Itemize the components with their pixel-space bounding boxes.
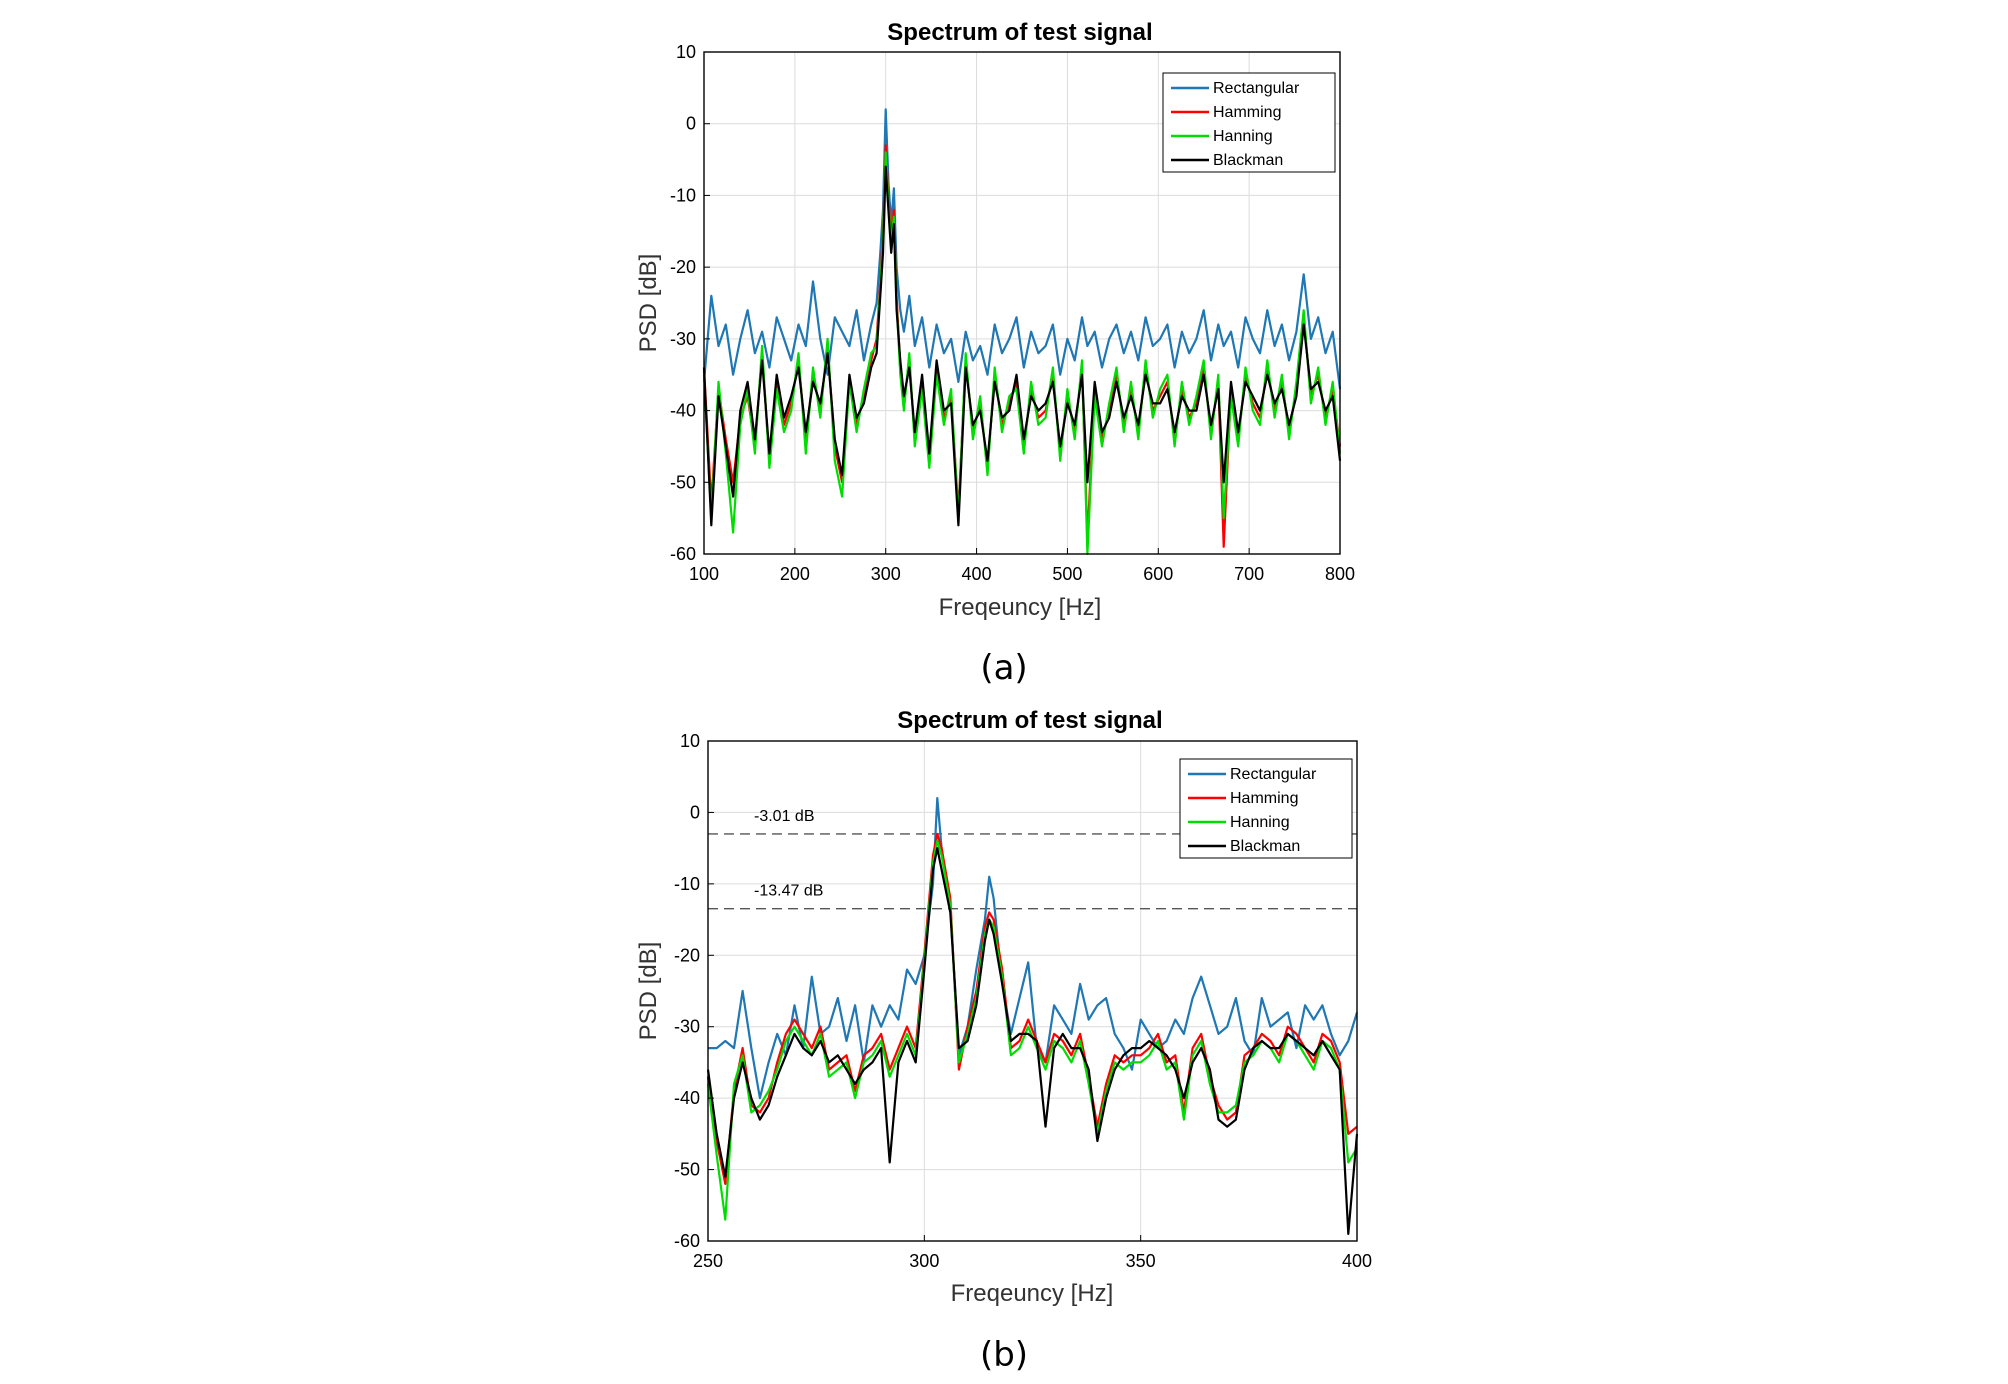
legend-label: Blackman [1230, 838, 1300, 855]
series-line-rectangular [702, 108, 1342, 390]
series-group-b [706, 796, 1359, 1236]
x-axis-label-a: Freqeuncy [Hz] [939, 594, 1102, 621]
y-axis-label-a: PSD [dB] [635, 254, 662, 353]
tick-labels-b: 250 300 350 400 10 0 -10 -20 -30 -40 -50 -60 [674, 731, 1372, 1271]
y-tick-label: -40 [670, 401, 696, 421]
plot-frame-a [703, 51, 1341, 555]
legend-label: Rectangular [1213, 80, 1300, 97]
x-tick-label: 700 [1234, 564, 1264, 584]
caption-b: (b) [980, 1335, 1028, 1375]
y-tick-label: -30 [674, 1017, 700, 1037]
chart-panel-b: Spectrum of test signal -3.01 dB -13.47 d… [635, 707, 1372, 1375]
x-tick-label: 400 [962, 564, 992, 584]
legend-label: Rectangular [1230, 766, 1317, 783]
x-tick-label: 300 [909, 1251, 939, 1271]
y-tick-label: -60 [670, 544, 696, 564]
series-line-hanning [706, 839, 1358, 1221]
legend-box [1162, 72, 1336, 173]
series-group-a [702, 108, 1342, 556]
chart-title-a: Spectrum of test signal [887, 19, 1152, 46]
chart-panel-a: Spectrum of test signal 100 200 300 400 500 6… [635, 19, 1355, 688]
x-tick-label: 600 [1143, 564, 1173, 584]
legend-box [1179, 758, 1353, 859]
x-axis-label-b: Freqeuncy [Hz] [951, 1280, 1114, 1307]
chart-title-b: Spectrum of test signal [897, 707, 1162, 734]
y-tick-label: -10 [670, 185, 696, 205]
x-tick-label: 100 [689, 564, 719, 584]
x-tick-label: 500 [1052, 564, 1082, 584]
x-tick-label: 200 [780, 564, 810, 584]
x-tick-label: 800 [1325, 564, 1355, 584]
y-tick-label: -60 [674, 1231, 700, 1251]
x-tick-label: 250 [693, 1251, 723, 1271]
y-tick-label: 10 [676, 42, 696, 62]
x-tick-label: 400 [1342, 1251, 1372, 1271]
y-tick-label: 0 [690, 802, 700, 822]
y-tick-label: -30 [670, 329, 696, 349]
y-tick-label: -50 [674, 1160, 700, 1180]
series-line-blackman [706, 846, 1359, 1236]
plot-frame-b [707, 740, 1358, 1242]
annotations-b: -3.01 dB -13.47 dB [708, 808, 1357, 910]
series-line-hamming [706, 832, 1358, 1186]
series-line-hamming [702, 144, 1342, 548]
legend-label: Hanning [1213, 128, 1273, 145]
series-line-hanning [702, 151, 1342, 556]
y-axis-label-b: PSD [dB] [635, 942, 662, 1041]
y-tick-label: -20 [670, 257, 696, 277]
caption-a: (a) [980, 648, 1027, 688]
legend-b: Rectangular Hamming Hanning Blackman [1179, 758, 1353, 859]
series-line-blackman [702, 165, 1342, 527]
y-tick-label: 0 [686, 114, 696, 134]
x-tick-label: 300 [871, 564, 901, 584]
legend-label: Hanning [1230, 814, 1290, 831]
y-tick-label: -20 [674, 945, 700, 965]
series-line-rectangular [708, 796, 1359, 1100]
x-tick-label: 350 [1126, 1251, 1156, 1271]
y-tick-label: -10 [674, 874, 700, 894]
legend-a: Rectangular Hamming Hanning Blackman [1162, 72, 1336, 173]
y-tick-label: -40 [674, 1088, 700, 1108]
threshold-label: -13.47 dB [754, 883, 823, 900]
y-tick-label: -50 [670, 472, 696, 492]
legend-label: Blackman [1213, 152, 1283, 169]
tick-labels-a: 100 200 300 400 500 600 700 800100-10-20-30-40-… [670, 42, 1355, 584]
legend-label: Hamming [1230, 790, 1298, 807]
threshold-label: -3.01 dB [754, 808, 814, 825]
y-tick-label: 10 [680, 731, 700, 751]
legend-label: Hamming [1213, 104, 1281, 121]
